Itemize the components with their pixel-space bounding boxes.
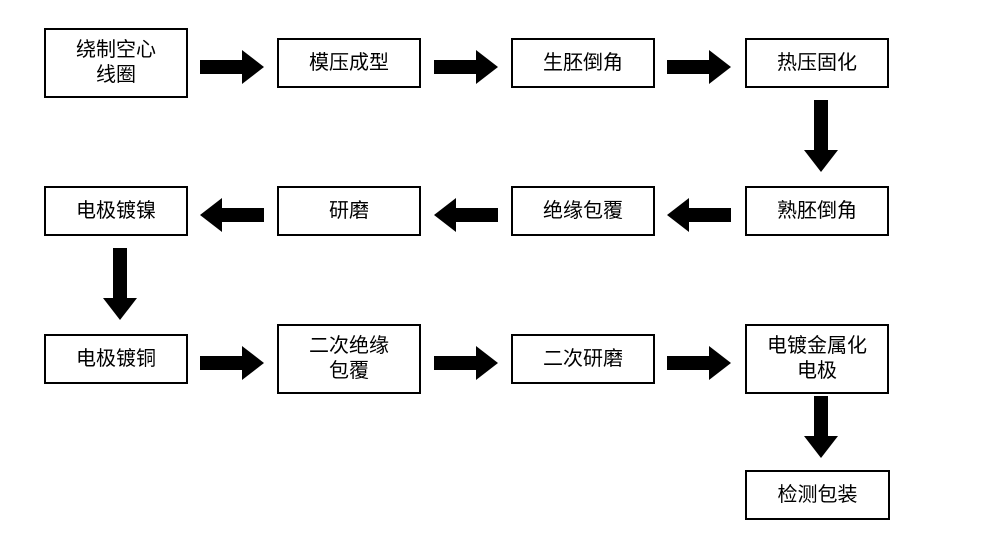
flow-node-label: 二次研磨 xyxy=(543,347,623,372)
flow-node-label: 模压成型 xyxy=(309,51,389,76)
flow-arrow-1 xyxy=(200,50,264,84)
flow-arrow-10 xyxy=(434,346,498,380)
flow-node-label: 热压固化 xyxy=(777,51,857,76)
flow-arrow-2 xyxy=(434,50,498,84)
flow-node-n2: 模压成型 xyxy=(277,38,421,88)
flow-node-label: 二次绝缘 包覆 xyxy=(309,334,389,384)
flow-node-label: 电极镀镍 xyxy=(76,199,156,224)
flow-node-n6: 绝缘包覆 xyxy=(511,186,655,236)
flow-arrow-5 xyxy=(667,198,731,232)
flow-node-label: 熟胚倒角 xyxy=(777,199,857,224)
flow-node-n5: 熟胚倒角 xyxy=(745,186,889,236)
flow-arrow-4 xyxy=(804,100,838,172)
flow-arrow-3 xyxy=(667,50,731,84)
flow-node-n11: 二次研磨 xyxy=(511,334,655,384)
flow-node-label: 检测包装 xyxy=(778,483,858,508)
flow-arrow-8 xyxy=(103,248,137,320)
flow-node-label: 研磨 xyxy=(329,199,369,224)
flow-node-n3: 生胚倒角 xyxy=(511,38,655,88)
flow-node-label: 电镀金属化 电极 xyxy=(767,334,867,384)
flow-node-n8: 电极镀镍 xyxy=(44,186,188,236)
flow-node-n4: 热压固化 xyxy=(745,38,889,88)
flow-node-label: 电极镀铜 xyxy=(76,347,156,372)
flow-arrow-12 xyxy=(804,396,838,458)
flow-node-n12: 电镀金属化 电极 xyxy=(745,324,889,394)
flow-node-n1: 绕制空心 线圈 xyxy=(44,28,188,98)
flow-node-n9: 电极镀铜 xyxy=(44,334,188,384)
flow-node-n7: 研磨 xyxy=(277,186,421,236)
flow-node-label: 绕制空心 线圈 xyxy=(76,38,156,88)
flow-arrow-6 xyxy=(434,198,498,232)
flow-node-n10: 二次绝缘 包覆 xyxy=(277,324,421,394)
flow-node-label: 绝缘包覆 xyxy=(543,199,623,224)
flow-arrow-9 xyxy=(200,346,264,380)
flow-arrow-7 xyxy=(200,198,264,232)
flow-arrow-11 xyxy=(667,346,731,380)
flow-node-label: 生胚倒角 xyxy=(543,51,623,76)
flowchart-canvas: 绕制空心 线圈 模压成型 生胚倒角 热压固化熟胚倒角 绝缘包覆 研磨 电极镀镍电极镀铜 二次绝… xyxy=(0,0,1000,549)
flow-node-n13: 检测包装 xyxy=(745,470,890,520)
